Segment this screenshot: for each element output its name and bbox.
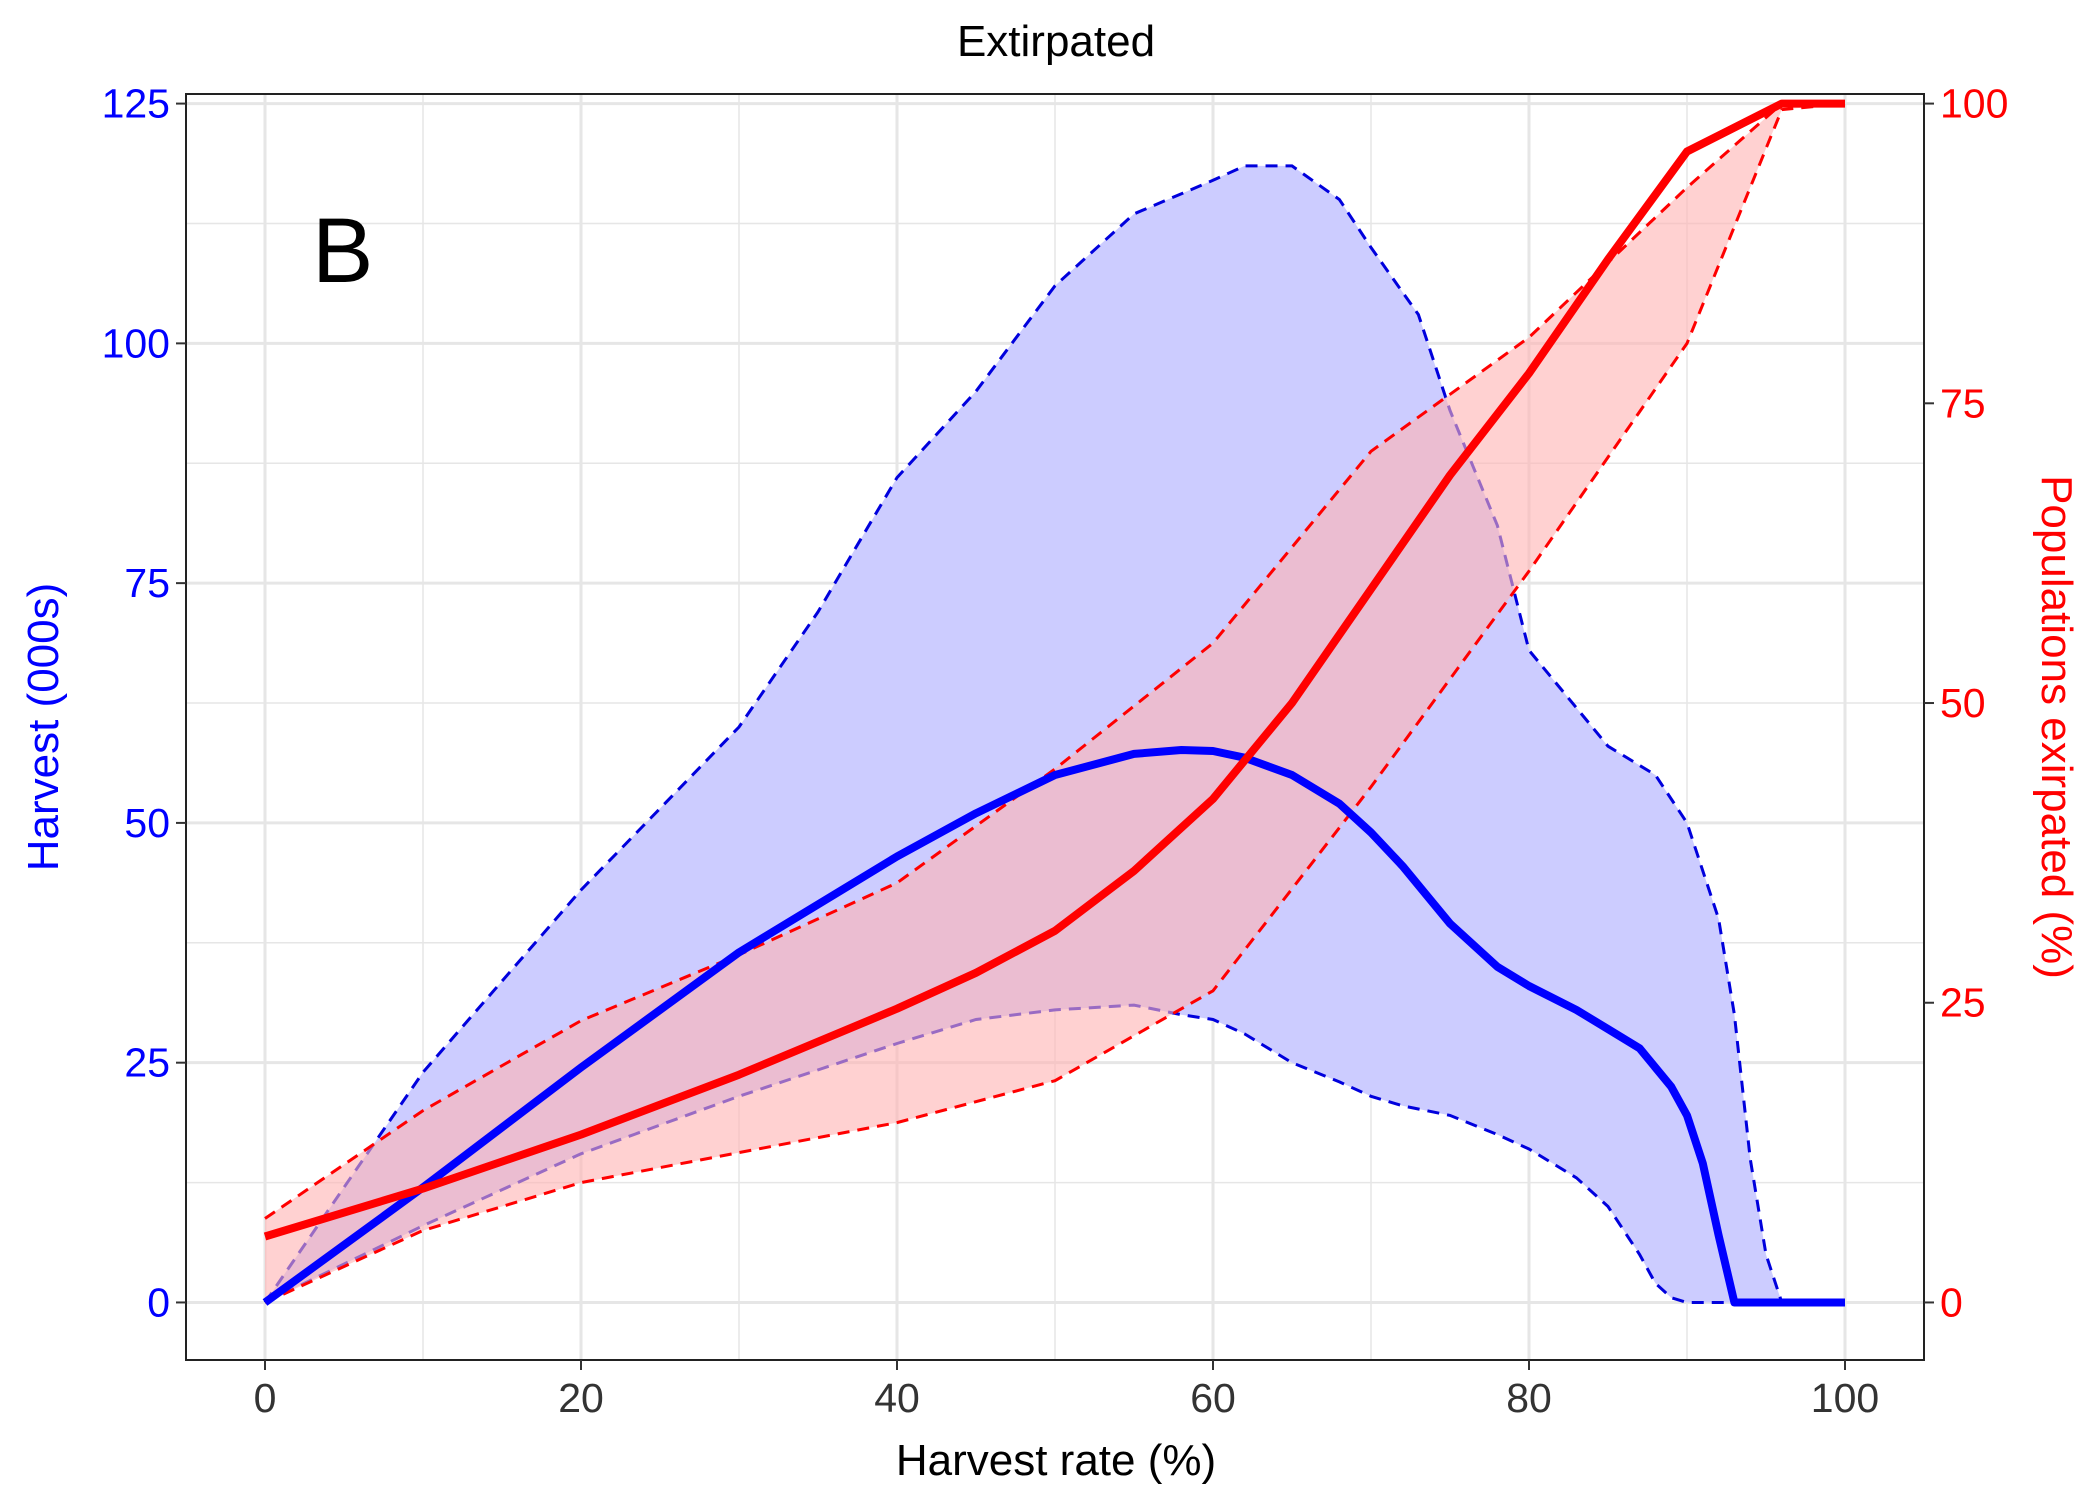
right-axis-tick-label: 25 — [1940, 980, 1986, 1026]
x-axis-tick-label: 0 — [254, 1375, 277, 1421]
x-axis-tick-label: 20 — [558, 1375, 604, 1421]
left-axis: 0 25 50 75 100 125 — [102, 81, 186, 1325]
x-axis-title: Harvest rate (%) — [896, 1436, 1216, 1485]
left-axis-tick-label: 25 — [124, 1040, 170, 1086]
harvest-upper-dashed-line — [263, 164, 1845, 1304]
left-axis-tick-label: 0 — [147, 1279, 170, 1325]
x-axis: 0 20 40 60 80 100 — [254, 1360, 1879, 1421]
extirpated-median-line — [263, 99, 1845, 1241]
left-axis-tick-label: 50 — [124, 800, 170, 846]
left-axis-tick-label: 125 — [102, 81, 170, 127]
right-axis: 0 25 50 75 100 — [1924, 81, 2008, 1325]
left-axis-tick-label: 100 — [102, 320, 170, 366]
right-axis-tick-label: 0 — [1940, 1279, 1963, 1325]
lines — [262, 99, 1845, 1307]
x-axis-tick-label: 100 — [1811, 1375, 1879, 1421]
left-axis-tick-label: 75 — [124, 560, 170, 606]
harvest-median-line — [262, 746, 1845, 1307]
right-axis-tick-label: 100 — [1940, 81, 2008, 127]
extirpated-band — [265, 103, 1845, 1303]
x-axis-tick-label: 60 — [1190, 1375, 1236, 1421]
left-axis-title: Harvest (000s) — [19, 583, 68, 872]
chart-title: Extirpated — [957, 17, 1155, 66]
bands — [263, 102, 1846, 1304]
x-axis-tick-label: 80 — [1506, 1375, 1552, 1421]
extirpated-upper-dashed-line — [264, 102, 1845, 1220]
extirpated-lower-dashed-line — [264, 102, 1846, 1304]
x-axis-tick-label: 40 — [874, 1375, 920, 1421]
plot-panel-border — [185, 93, 1925, 1361]
right-axis-tick-label: 75 — [1940, 380, 1986, 426]
right-axis-title: Populations exirpated (%) — [2032, 475, 2081, 979]
panel-label: B — [312, 200, 373, 302]
right-axis-tick-label: 50 — [1940, 680, 1986, 726]
